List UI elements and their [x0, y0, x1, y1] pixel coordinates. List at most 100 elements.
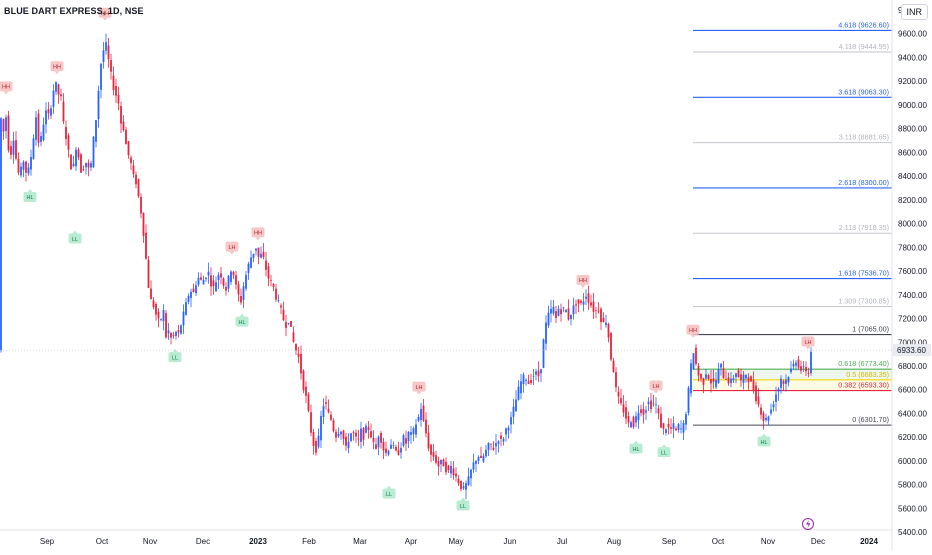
candle — [192, 283, 195, 293]
swing-label-ll[interactable]: LL — [68, 230, 82, 244]
swing-label-lh[interactable]: LH — [649, 380, 663, 394]
candle — [140, 193, 142, 219]
candle — [225, 282, 227, 296]
swing-label-hh[interactable]: HH — [0, 81, 13, 95]
price-axis-bg[interactable] — [892, 0, 932, 550]
candle — [100, 62, 102, 99]
candle — [522, 372, 525, 393]
candle — [397, 441, 400, 456]
candle — [542, 338, 545, 368]
currency-selector[interactable]: INR — [900, 4, 928, 20]
swing-label-hh[interactable]: HH — [251, 227, 265, 241]
swing-label-ll[interactable]: LL — [657, 444, 671, 458]
fib-level-label: 3.118 (8681.65) — [839, 133, 889, 142]
candle — [752, 371, 755, 394]
swing-label-lh[interactable]: LH — [225, 241, 239, 255]
candle — [337, 427, 340, 439]
swing-label-hh[interactable]: HH — [50, 61, 64, 75]
candle — [207, 262, 210, 284]
y-tick-label: 7600.00 — [898, 267, 927, 276]
candle — [50, 105, 52, 119]
swing-label-ll[interactable]: LL — [382, 485, 396, 499]
y-tick-label: 6400.00 — [898, 409, 927, 418]
swing-label-ll[interactable]: LL — [456, 497, 470, 511]
swing-label-text: HH — [254, 231, 262, 237]
candle — [107, 38, 110, 68]
candle — [560, 303, 562, 322]
candle — [472, 453, 475, 473]
candle — [297, 346, 300, 364]
swing-label-lh[interactable]: LH — [801, 336, 815, 350]
candle — [85, 162, 87, 175]
swing-label-hh[interactable]: HH — [98, 7, 112, 21]
candle — [490, 443, 492, 451]
candle — [70, 153, 72, 170]
candle — [380, 431, 382, 449]
candle — [795, 360, 797, 371]
candle — [350, 432, 352, 443]
swing-label-hl[interactable]: HL — [757, 433, 771, 447]
candle — [247, 261, 250, 280]
candle — [417, 414, 420, 423]
candle — [395, 444, 397, 452]
swing-label-hl[interactable]: HL — [23, 188, 37, 202]
candle — [737, 367, 740, 378]
y-tick-label: 6000.00 — [898, 457, 927, 466]
candle — [682, 420, 685, 440]
lightning-icon[interactable] — [802, 518, 814, 530]
candle — [75, 146, 77, 171]
candle — [475, 459, 477, 473]
candle — [335, 429, 337, 443]
candle — [200, 272, 202, 281]
candle — [517, 380, 520, 401]
candle — [95, 119, 97, 148]
candle — [242, 281, 245, 309]
candle — [800, 360, 802, 374]
candle — [742, 371, 745, 390]
candle — [305, 381, 307, 404]
swing-label-ll[interactable]: LL — [168, 349, 182, 363]
candle — [205, 277, 207, 282]
candle — [110, 53, 112, 80]
candle — [607, 322, 610, 343]
candle — [610, 331, 612, 362]
candle — [760, 404, 762, 420]
candle — [172, 331, 175, 339]
candle — [480, 446, 482, 459]
candle — [332, 418, 335, 433]
fib-level-label: 2.118 (7918.35) — [839, 223, 889, 232]
candle — [647, 397, 650, 412]
y-tick-label: 6800.00 — [898, 362, 927, 371]
candle — [600, 307, 602, 330]
x-tick-label: Apr — [405, 537, 418, 546]
candle — [730, 372, 732, 388]
y-tick-label: 8600.00 — [898, 148, 927, 157]
candle — [575, 299, 577, 314]
swing-label-hh[interactable]: HH — [576, 274, 590, 288]
swing-label-hl[interactable]: HL — [235, 313, 249, 327]
candle — [507, 425, 510, 439]
candle — [245, 271, 247, 291]
candle — [102, 41, 105, 69]
candle — [680, 420, 682, 434]
candle — [32, 134, 35, 160]
candle — [7, 110, 10, 153]
y-tick-label: 9000.00 — [898, 101, 927, 110]
candle — [402, 433, 405, 448]
swing-label-hh[interactable]: HH — [686, 324, 700, 338]
candle — [442, 458, 445, 467]
x-tick-label: 2024 — [860, 537, 878, 546]
candle — [405, 430, 407, 452]
y-tick-label: 8800.00 — [898, 125, 927, 134]
candle — [652, 394, 655, 407]
candle — [662, 422, 665, 435]
candle — [550, 300, 552, 323]
swing-label-hl[interactable]: HL — [629, 440, 643, 454]
candle — [512, 399, 515, 425]
candle — [170, 331, 172, 345]
candle — [622, 395, 625, 417]
candle — [220, 266, 222, 285]
swing-label-lh[interactable]: LH — [412, 381, 426, 395]
